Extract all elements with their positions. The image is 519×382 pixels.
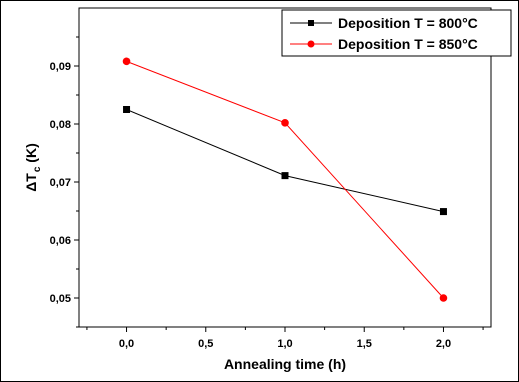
y-axis-title-unit: (K) <box>23 143 39 166</box>
x-tick-label: 0,5 <box>198 338 213 350</box>
series-1-point <box>122 57 131 66</box>
y-axis-title: ΔTc (K) <box>23 143 43 192</box>
x-axis-title: Annealing time (h) <box>224 356 346 372</box>
y-tick-label: 0,06 <box>50 235 71 247</box>
legend: Deposition T = 800°C Deposition T = 850°… <box>281 9 512 57</box>
y-tick-label: 0,09 <box>50 61 71 73</box>
x-tick-label: 0,0 <box>119 338 134 350</box>
legend-marker-800 <box>308 20 314 26</box>
y-tick-label: 0,07 <box>50 177 71 189</box>
y-axis-title-main: ΔT <box>23 173 39 192</box>
x-axis-ticks: 0,0 0,5 1,0 1,5 2,0 <box>86 327 484 350</box>
y-tick-label: 0,08 <box>50 119 71 131</box>
legend-label-850: Deposition T = 850°C <box>338 36 478 52</box>
legend-marker-850 <box>307 40 315 48</box>
x-tick-label: 1,0 <box>277 338 292 350</box>
y-axis-ticks: 0,05 0,06 0,07 0,08 0,09 <box>50 36 79 328</box>
series-0-point <box>123 106 131 113</box>
series-0-point <box>281 172 289 180</box>
legend-entry-850: Deposition T = 850°C <box>290 36 478 52</box>
y-tick-label: 0,05 <box>50 293 71 305</box>
legend-entry-800: Deposition T = 800°C <box>290 15 478 31</box>
legend-label-800: Deposition T = 800°C <box>338 15 478 31</box>
y-axis-title-subscript: c <box>32 166 43 172</box>
series-0-point <box>439 208 447 216</box>
x-tick-label: 1,5 <box>357 338 372 350</box>
series-layer <box>122 57 448 302</box>
series-1-point <box>439 294 448 302</box>
legend-box <box>281 9 512 57</box>
series-1-point <box>281 119 289 127</box>
x-tick-label: 2,0 <box>436 338 451 350</box>
